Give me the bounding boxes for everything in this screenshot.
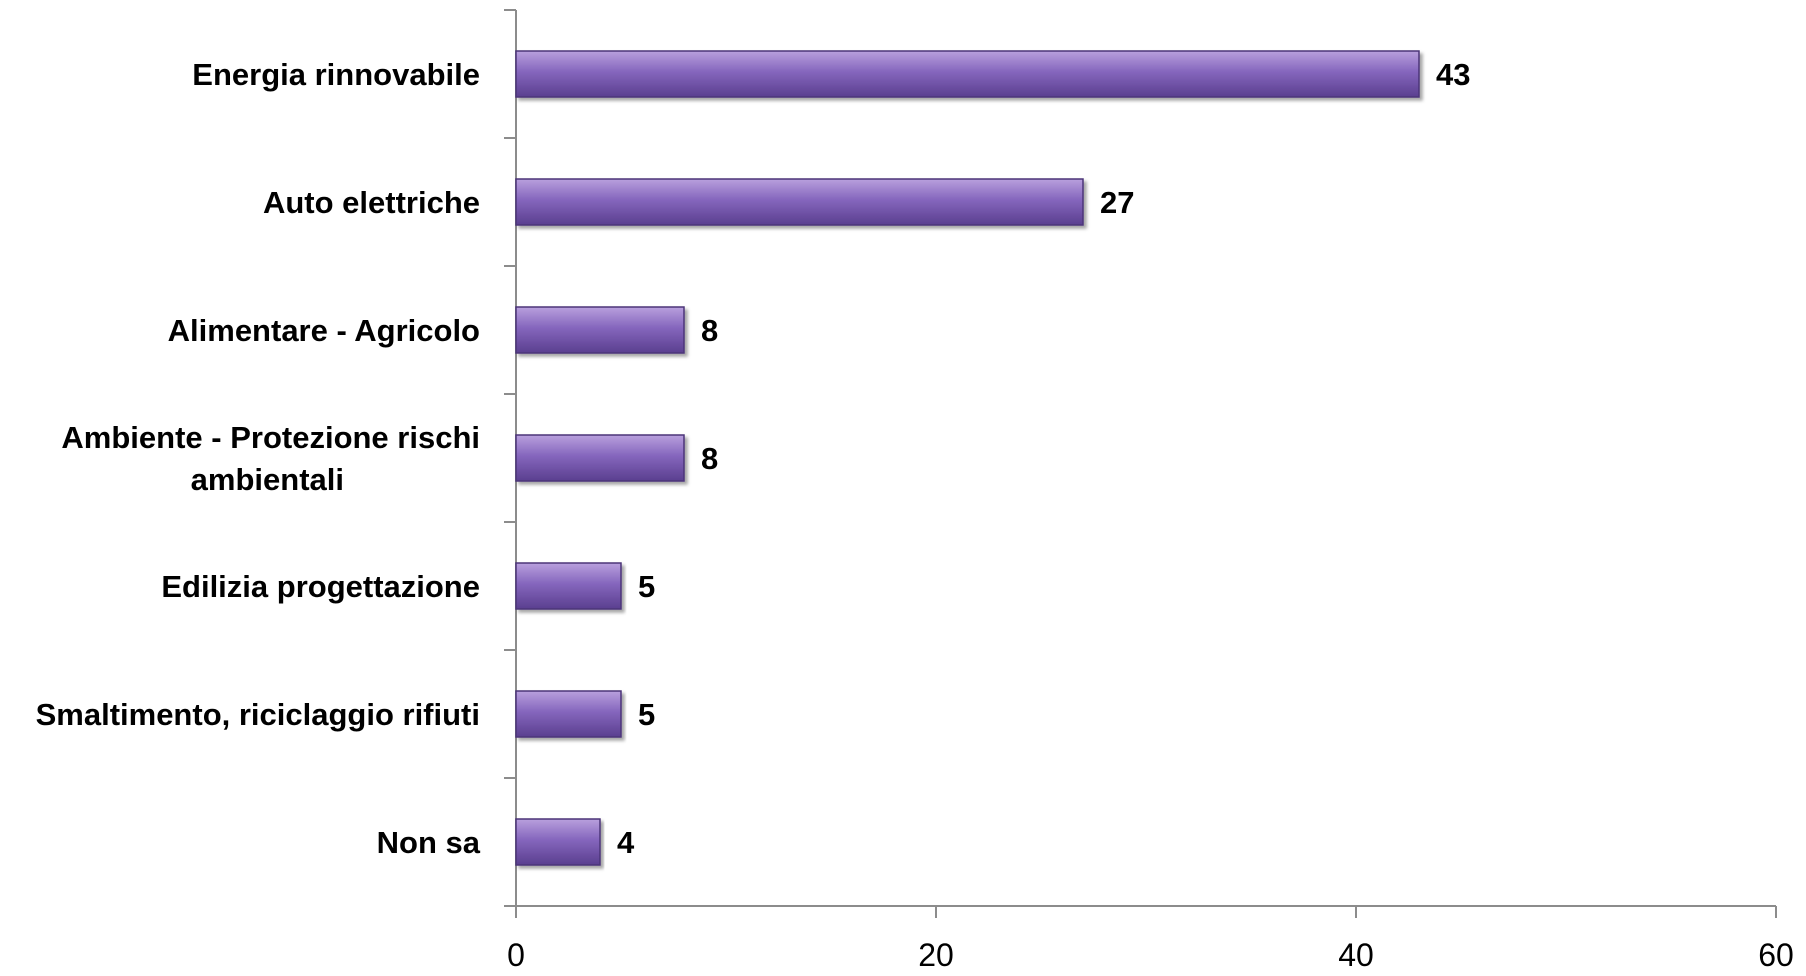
bar xyxy=(515,818,601,866)
bar xyxy=(515,434,685,482)
bar xyxy=(515,690,622,738)
category-label: Energia rinnovabile xyxy=(192,57,480,92)
labels: 0 20 40 60 43 Energia rinnovabile 27 Auto elett… xyxy=(36,57,1794,973)
x-tick-label: 20 xyxy=(918,937,954,973)
category-label: Auto elettriche xyxy=(263,185,480,220)
data-label: 5 xyxy=(638,697,655,732)
category-label-line: Non sa xyxy=(377,825,481,860)
bar xyxy=(515,562,622,610)
category-label: Edilizia progettazione xyxy=(161,569,480,604)
data-label: 5 xyxy=(638,569,655,604)
bars xyxy=(515,50,1420,866)
category-label-line: Auto elettriche xyxy=(263,185,480,220)
category-label-line: ambientali xyxy=(191,462,344,497)
data-label: 4 xyxy=(617,825,635,860)
axes xyxy=(504,9,1777,918)
category-label-line: Edilizia progettazione xyxy=(161,569,480,604)
category-label: Non sa xyxy=(377,825,481,860)
category-label: Smaltimento, riciclaggio rifiuti xyxy=(36,697,480,732)
category-label-line: Ambiente - Protezione rischi xyxy=(61,420,480,455)
category-label: Alimentare - Agricolo xyxy=(168,313,480,348)
x-tick-label: 40 xyxy=(1338,937,1374,973)
data-label: 8 xyxy=(701,441,718,476)
category-label: Ambiente - Protezione rischi ambientali xyxy=(61,420,480,497)
x-tick-label: 60 xyxy=(1758,937,1794,973)
category-label-line: Smaltimento, riciclaggio rifiuti xyxy=(36,697,480,732)
data-label: 43 xyxy=(1436,57,1470,92)
data-label: 27 xyxy=(1100,185,1134,220)
bar xyxy=(515,50,1420,98)
category-label-line: Alimentare - Agricolo xyxy=(168,313,480,348)
data-label: 8 xyxy=(701,313,718,348)
category-label-line: Energia rinnovabile xyxy=(192,57,480,92)
x-tick-label: 0 xyxy=(507,937,525,973)
bar xyxy=(515,178,1084,226)
bar xyxy=(515,306,685,354)
